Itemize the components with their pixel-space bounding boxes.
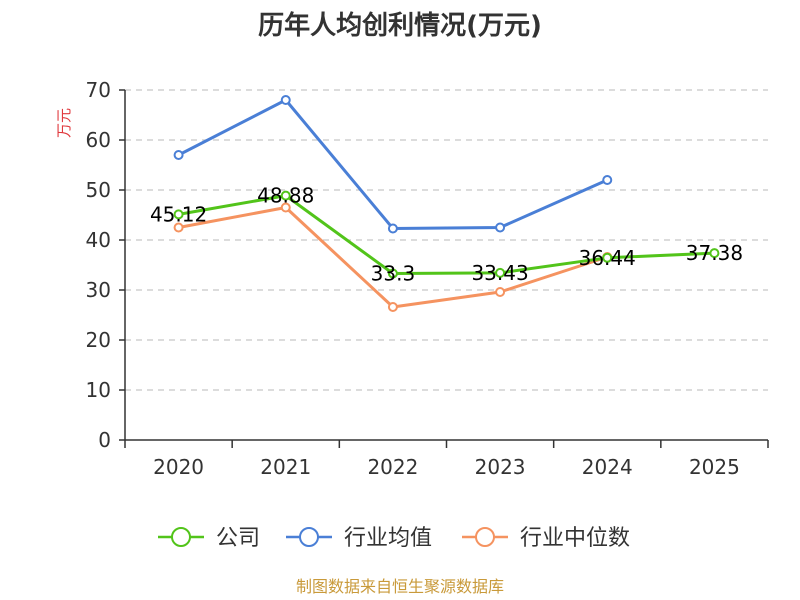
x-tick-label: 2020 xyxy=(153,455,204,479)
y-tick-label: 10 xyxy=(86,378,111,402)
y-tick-label: 0 xyxy=(98,428,111,452)
data-label: 37.38 xyxy=(686,241,743,265)
data-label: 33.3 xyxy=(371,262,416,286)
series-line-2 xyxy=(178,206,608,309)
data-point xyxy=(495,222,506,233)
y-tick-label: 60 xyxy=(86,128,111,152)
chart-title: 历年人均创利情况(万元) xyxy=(258,10,542,41)
data-labels: 45.12 48.88 33.3 33.43 36.44 37.38 xyxy=(150,184,743,286)
x-tick-label: 2021 xyxy=(260,455,311,479)
x-tick-label: 2025 xyxy=(689,455,740,479)
source-note: 制图数据来自恒生聚源数据库 xyxy=(296,577,504,596)
data-point xyxy=(280,202,291,213)
data-point xyxy=(173,222,184,233)
y-tick-label: 70 xyxy=(86,78,111,102)
x-tick-label: 2024 xyxy=(582,455,633,479)
data-label: 33.43 xyxy=(471,261,528,285)
data-label: 48.88 xyxy=(257,184,314,208)
y-tick-label: 20 xyxy=(86,328,111,352)
y-tick-label: 30 xyxy=(86,278,111,302)
legend-label: 公司 xyxy=(216,526,260,551)
data-point xyxy=(602,252,613,263)
y-axis-label: 万元 xyxy=(55,108,73,138)
legend-swatch-marker xyxy=(299,527,319,547)
data-point xyxy=(387,223,398,234)
data-point xyxy=(709,248,720,259)
data-point xyxy=(495,267,506,278)
series-line-0 xyxy=(178,194,715,275)
series-line-1 xyxy=(177,98,608,230)
legend-swatch-marker xyxy=(171,527,191,547)
legend-label: 行业中位数 xyxy=(520,526,630,551)
legend-label: 行业均值 xyxy=(344,526,432,551)
grid xyxy=(125,89,768,391)
data-point xyxy=(280,190,291,201)
data-point xyxy=(387,268,398,279)
data-point xyxy=(280,95,291,105)
x-tick-label: 2022 xyxy=(367,455,418,479)
series-lines xyxy=(173,95,720,312)
axes: 0 10 20 30 40 50 60 70 2020 2021 2022 2023 2024 2025 xyxy=(86,78,769,479)
y-tick-label: 50 xyxy=(86,178,111,202)
x-tick-label: 2023 xyxy=(475,455,526,479)
legend-item[interactable]: 行业均值 xyxy=(286,526,432,551)
data-point xyxy=(495,287,506,297)
legend-swatch-marker xyxy=(475,527,495,547)
data-point xyxy=(387,302,398,312)
legend-item[interactable]: 公司 xyxy=(158,526,260,551)
data-label: 45.12 xyxy=(150,202,207,226)
y-tick-label: 40 xyxy=(86,228,111,252)
data-point xyxy=(173,150,184,160)
data-point xyxy=(602,175,613,185)
data-label: 36.44 xyxy=(579,246,636,270)
legend[interactable]: 公司 行业均值 行业中位数 xyxy=(158,526,630,551)
legend-item[interactable]: 行业中位数 xyxy=(462,526,630,551)
data-point xyxy=(173,209,184,220)
